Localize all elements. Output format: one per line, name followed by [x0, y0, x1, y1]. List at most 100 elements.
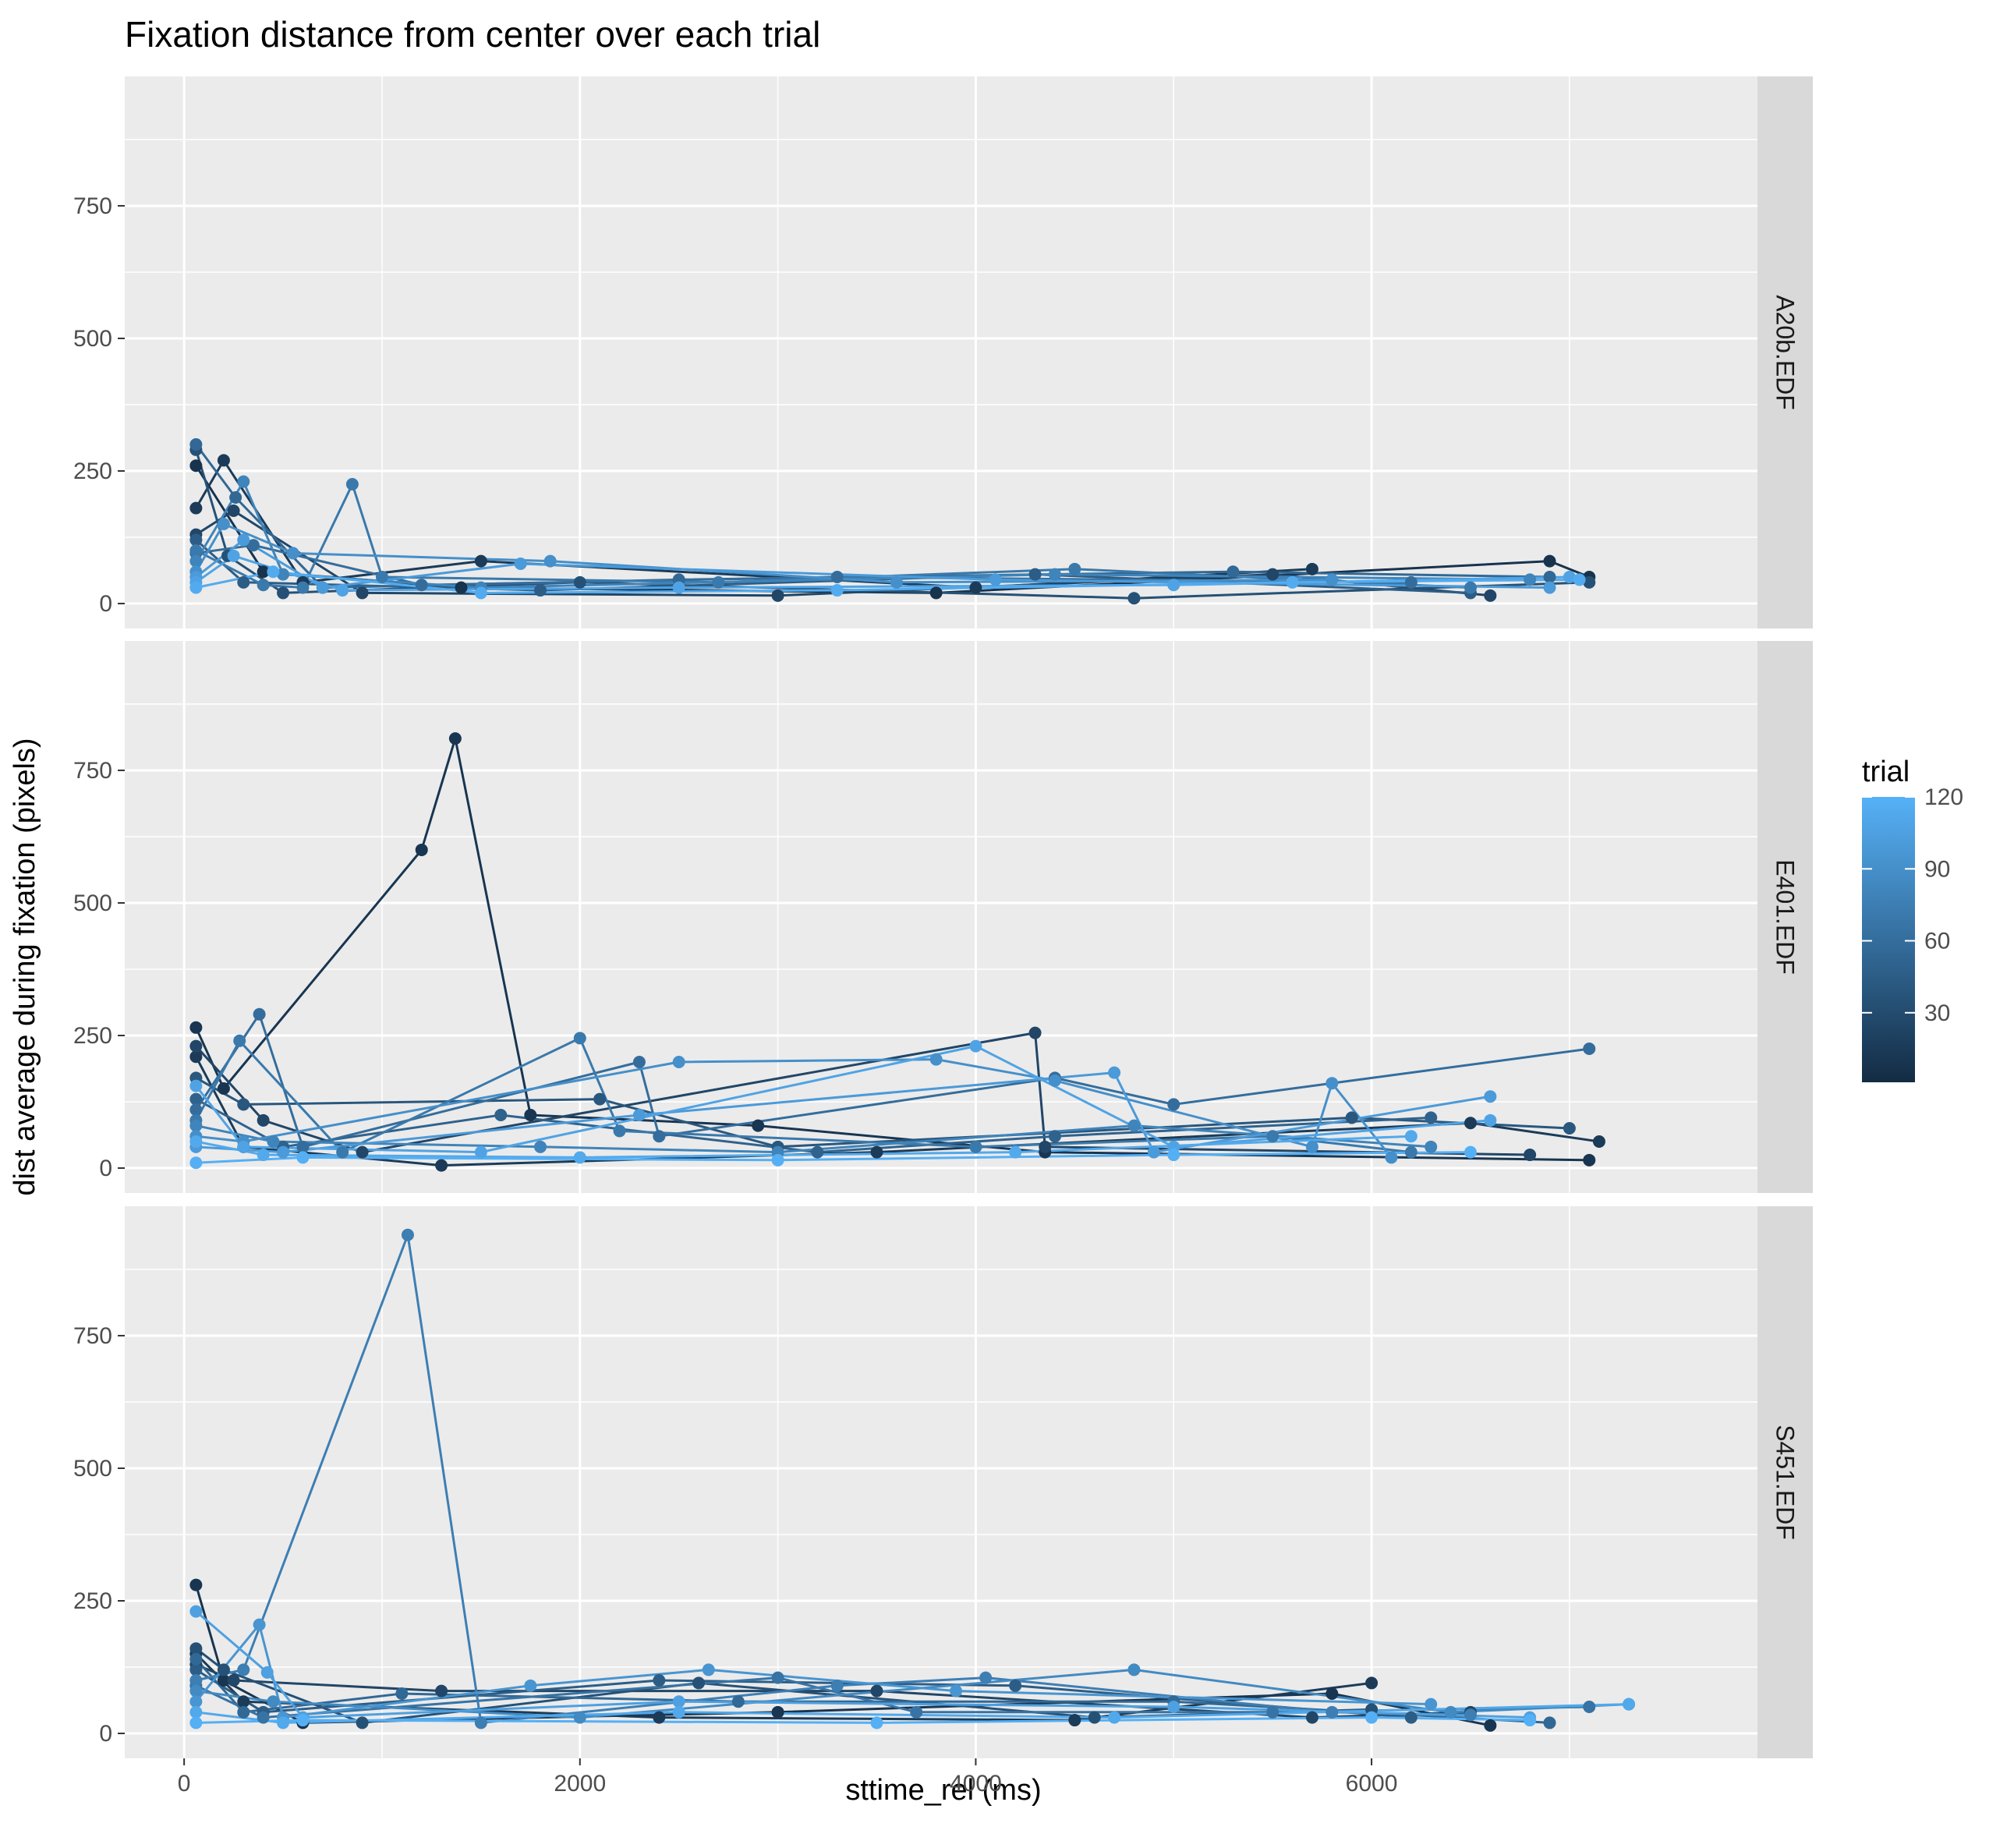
data-point	[217, 1663, 230, 1676]
data-point	[1484, 589, 1497, 602]
data-point	[267, 1695, 280, 1708]
data-point	[189, 1674, 203, 1687]
data-point	[253, 1618, 266, 1631]
data-point	[1583, 1701, 1596, 1714]
data-point	[237, 1663, 250, 1676]
data-point	[1583, 1043, 1596, 1056]
data-point	[1444, 1705, 1457, 1719]
data-point	[189, 1050, 203, 1064]
data-point	[189, 1578, 203, 1591]
data-point	[573, 575, 586, 589]
series-group	[189, 438, 1596, 605]
data-point	[277, 1716, 290, 1729]
data-point	[771, 1153, 784, 1167]
data-point	[593, 1092, 607, 1106]
data-point	[1385, 1151, 1398, 1164]
data-point	[267, 1135, 280, 1149]
data-point	[1425, 1698, 1438, 1711]
data-point	[237, 1695, 250, 1708]
data-point	[870, 1684, 883, 1698]
series-line	[195, 538, 1550, 589]
data-point	[771, 589, 784, 602]
data-point	[1425, 1111, 1438, 1124]
data-point	[1266, 568, 1280, 581]
data-point	[1524, 573, 1537, 586]
data-point	[345, 478, 359, 491]
panel-background	[125, 76, 1757, 628]
legend: trial 30 60 90 120	[1862, 756, 1963, 1082]
data-point	[771, 1705, 784, 1719]
data-point	[1009, 1679, 1022, 1692]
data-point	[969, 1140, 982, 1153]
y-tick-label: 250	[73, 1588, 112, 1614]
data-point	[395, 1687, 409, 1701]
data-point	[1226, 565, 1240, 579]
data-point	[1326, 1705, 1339, 1719]
data-point	[573, 1151, 586, 1164]
data-point	[692, 1676, 706, 1690]
data-point	[494, 1109, 508, 1122]
data-point	[189, 1642, 203, 1655]
data-point	[1326, 1077, 1339, 1090]
data-point	[613, 1124, 626, 1138]
data-point	[929, 1053, 943, 1066]
data-point	[1543, 571, 1556, 584]
panel-e401-edf: 0 250 500 750 E401.EDF	[73, 641, 1813, 1193]
x-tick-label: 0	[178, 1771, 191, 1797]
data-point	[1305, 1711, 1318, 1724]
data-point	[237, 475, 250, 488]
facet-panels: 0 250 500 750 A20b.EDF 0 250 500 750 E401.EDF 0 250…	[73, 76, 1813, 1758]
data-point	[712, 575, 725, 589]
series-group	[189, 1228, 1636, 1732]
data-point	[1127, 1663, 1141, 1676]
data-point	[296, 1140, 310, 1153]
data-point	[448, 732, 462, 745]
data-point	[870, 1716, 883, 1729]
facet-strip	[1757, 76, 1813, 628]
data-point	[189, 544, 203, 558]
y-tick-label: 250	[73, 1023, 112, 1049]
data-point	[653, 1130, 666, 1143]
x-axis-title: sttime_rel (ms)	[845, 1774, 1041, 1807]
data-point	[296, 1151, 310, 1164]
data-point	[233, 1034, 246, 1047]
data-point	[336, 1145, 349, 1159]
data-point	[415, 843, 428, 856]
data-point	[227, 549, 240, 562]
data-point	[189, 1039, 203, 1053]
data-point	[1167, 1098, 1180, 1111]
series-line	[195, 522, 1333, 584]
data-point	[979, 1671, 993, 1684]
y-tick-label: 750	[73, 758, 112, 784]
data-point	[1028, 1026, 1042, 1039]
data-point	[1266, 1130, 1280, 1143]
facet-strip-label: A20b.EDF	[1772, 295, 1800, 410]
data-point	[1484, 1719, 1497, 1732]
data-point	[1088, 1711, 1101, 1724]
x-tick-label: 6000	[1346, 1771, 1398, 1797]
data-point	[246, 539, 260, 552]
data-point	[1365, 1711, 1379, 1724]
data-point	[1464, 1708, 1477, 1722]
data-point	[830, 1679, 844, 1692]
data-point	[189, 1684, 203, 1698]
data-point	[1404, 1145, 1418, 1159]
data-point	[267, 565, 280, 579]
data-point	[1326, 1687, 1339, 1701]
x-tick-label: 2000	[554, 1771, 606, 1797]
data-point	[1623, 1698, 1636, 1711]
data-point	[474, 1145, 487, 1159]
data-point	[1583, 1153, 1596, 1167]
data-point	[1484, 1113, 1497, 1127]
data-point	[257, 1149, 270, 1162]
data-point	[653, 1711, 666, 1724]
data-point	[1305, 1140, 1318, 1153]
data-point	[435, 1684, 448, 1698]
series-line	[195, 1610, 1531, 1719]
data-point	[455, 581, 468, 594]
data-point	[811, 1145, 824, 1159]
y-tick-label: 250	[73, 458, 112, 484]
data-point	[1464, 1117, 1477, 1130]
data-point	[910, 1705, 923, 1719]
